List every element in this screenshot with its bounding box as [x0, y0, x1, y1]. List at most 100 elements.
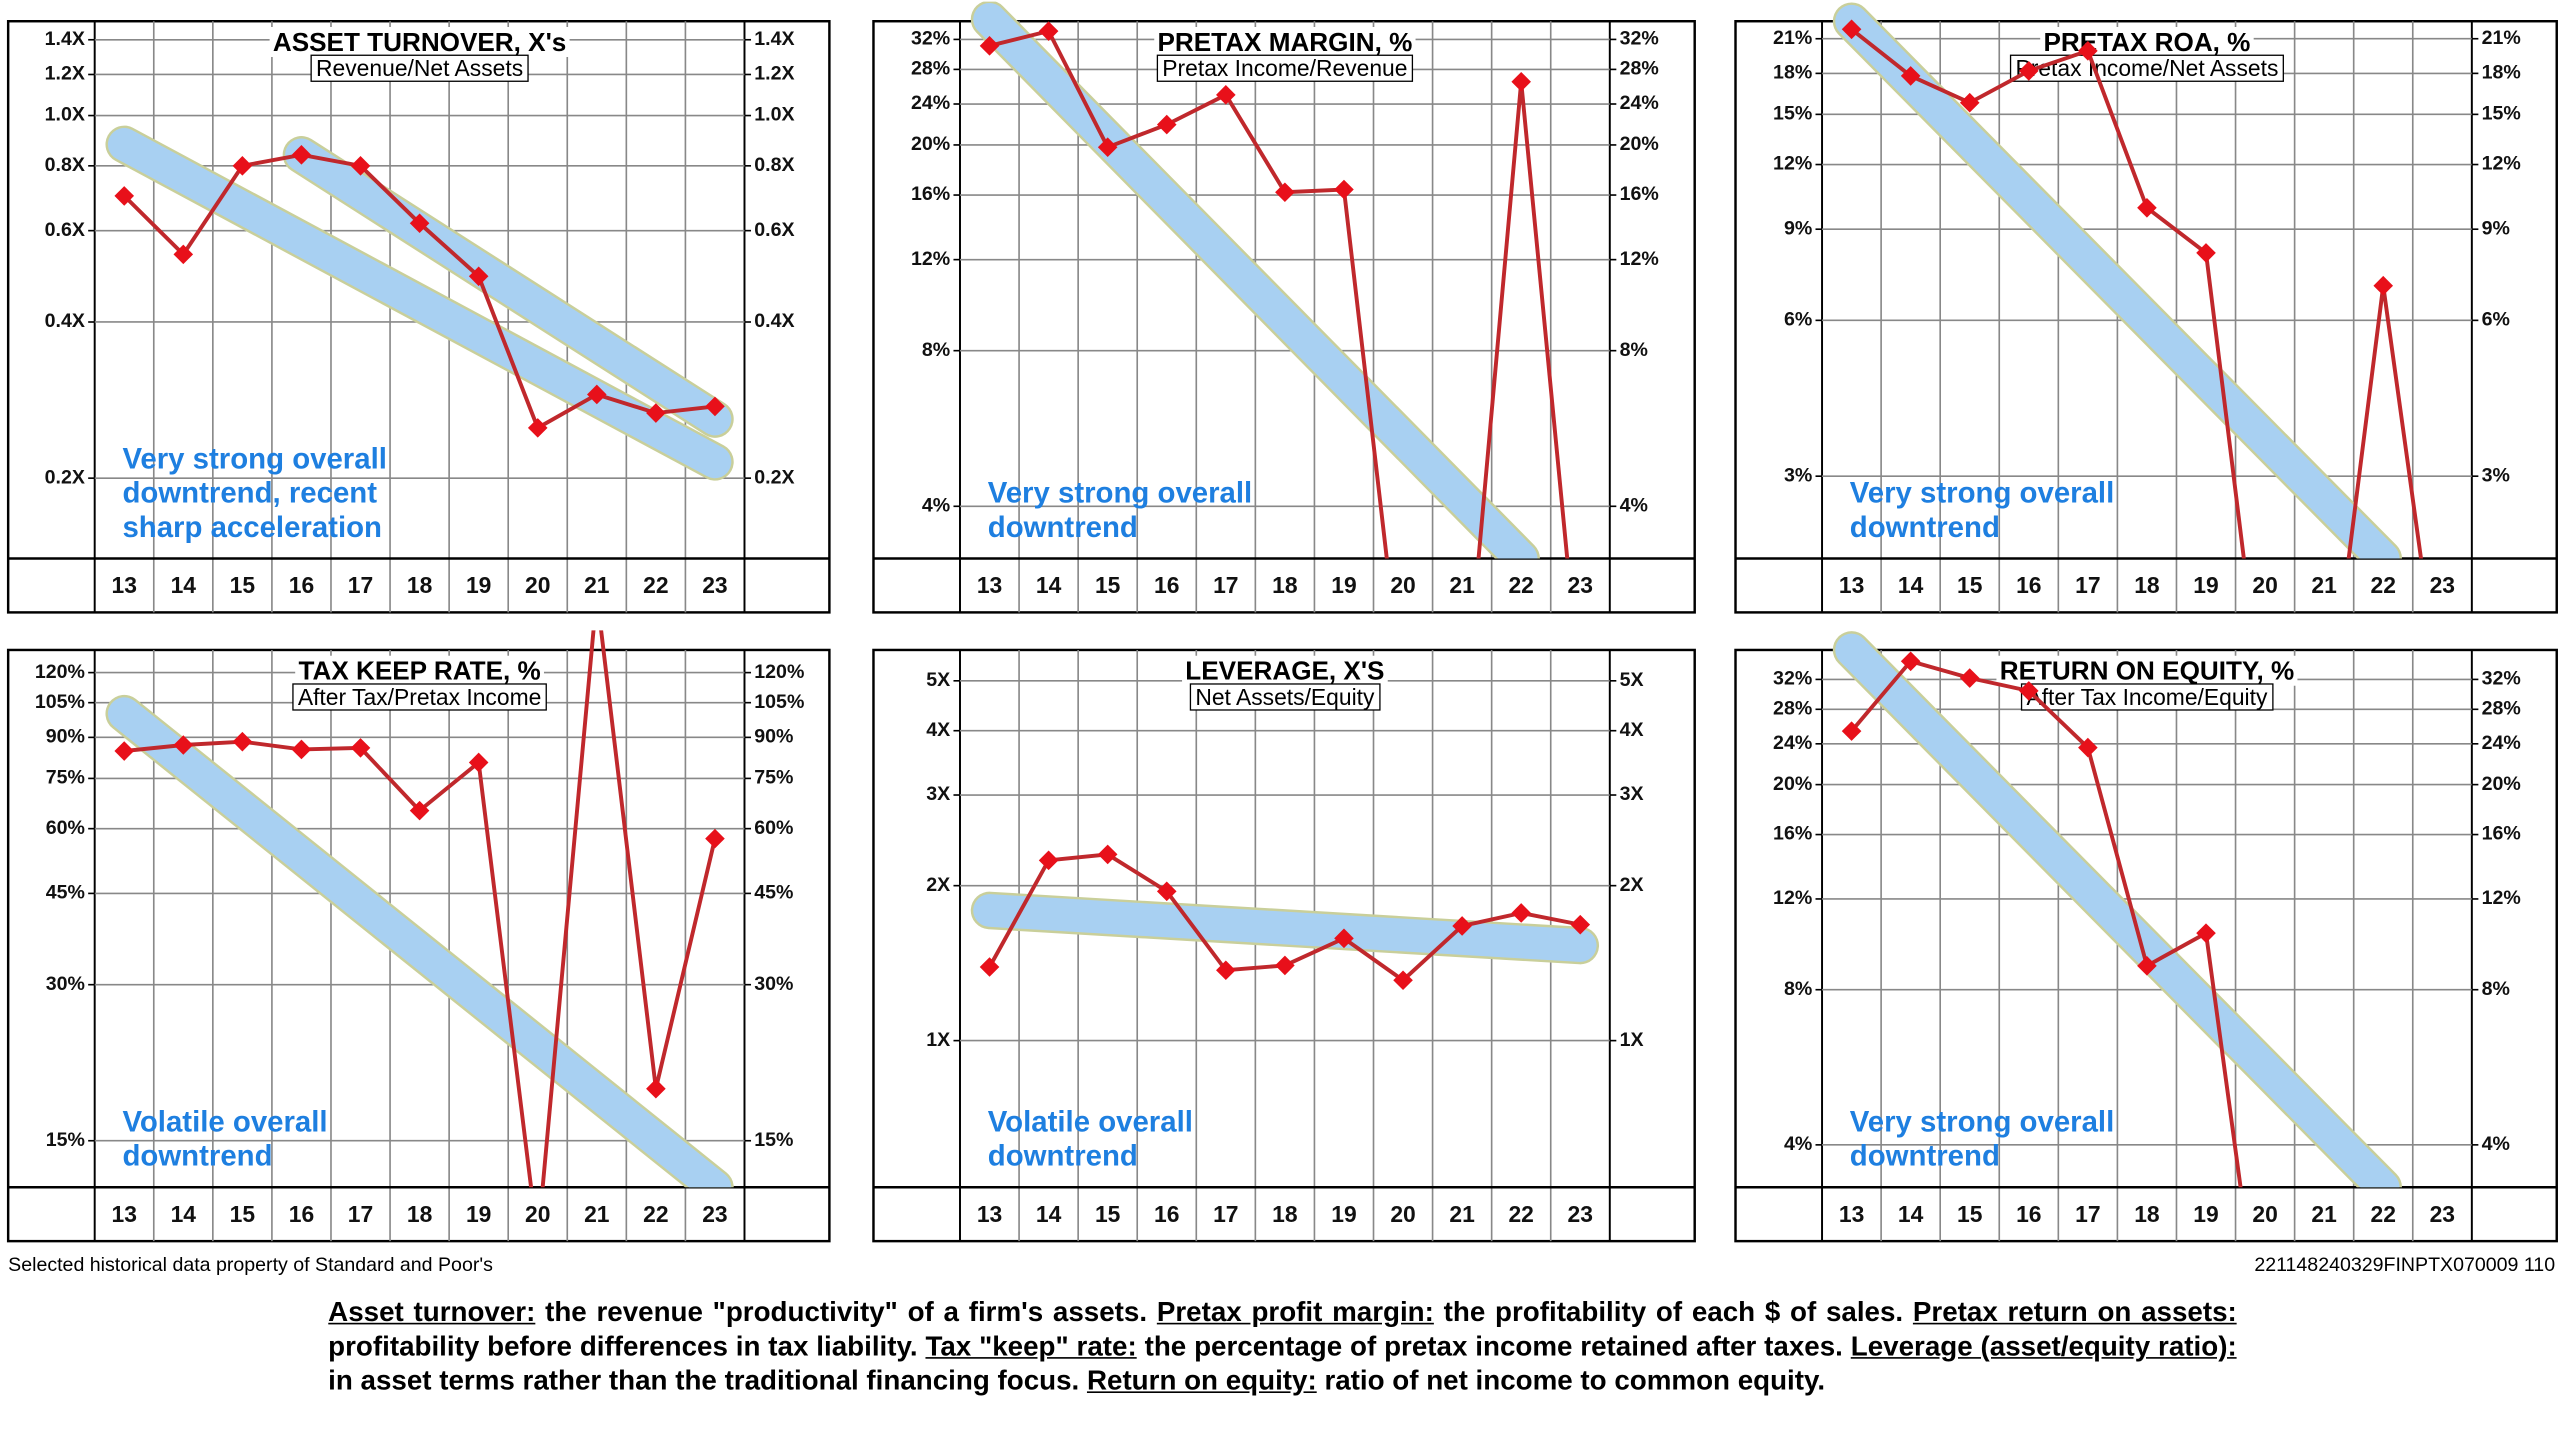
panel-subtitle: Pretax Income/Revenue [1162, 55, 1407, 81]
y2-tick-label: 12% [1620, 248, 1659, 270]
title-background [1154, 26, 1416, 58]
y-tick-label: 28% [1773, 697, 1812, 719]
x-tick-label: 21 [1449, 572, 1475, 598]
trend-band [1835, 4, 2400, 559]
y-tick-label: 20% [911, 133, 950, 155]
y2-tick-label: 2X [1620, 874, 1644, 896]
trend-band [107, 697, 732, 1188]
y-tick-label: 2X [926, 874, 950, 896]
x-tick-label: 18 [407, 572, 433, 598]
y2-tick-label: 32% [2482, 668, 2521, 690]
marker [2196, 923, 2216, 943]
marker [350, 156, 371, 176]
y-tick-label: 1.0X [45, 104, 85, 126]
y2-tick-label: 8% [2482, 978, 2510, 1000]
y-tick-label: 45% [46, 882, 85, 904]
y-tick-label: 75% [46, 767, 85, 789]
marker [232, 156, 253, 176]
marker [1900, 66, 1921, 86]
marker [1216, 960, 1236, 981]
marker [291, 145, 312, 165]
y-tick-label: 24% [1773, 732, 1812, 754]
x-tick-label: 16 [2016, 572, 2041, 598]
x-tick-label: 15 [230, 1201, 256, 1227]
term: Pretax profit margin: [1156, 1296, 1434, 1328]
y-tick-label: 1X [926, 1029, 950, 1051]
x-tick-label: 14 [1036, 1201, 1062, 1227]
y-tick-label: 32% [1773, 668, 1812, 690]
x-tick-label: 17 [348, 572, 373, 598]
y2-tick-label: 4% [2482, 1133, 2510, 1155]
term: Return on equity: [1086, 1365, 1317, 1397]
y-tick-label: 9% [1784, 217, 1812, 239]
y2-tick-label: 20% [2482, 773, 2521, 795]
panel-subtitle: After Tax Income/Equity [2026, 684, 2268, 710]
x-tick-label: 20 [2252, 572, 2277, 598]
x-tick-label: 15 [1957, 572, 1983, 598]
y2-tick-label: 28% [2482, 697, 2521, 719]
x-tick-label: 22 [643, 572, 668, 598]
definition: the revenue "productivity" of a firm's a… [545, 1296, 1148, 1328]
marker [1038, 850, 1059, 871]
marker [979, 957, 1000, 977]
term: Leverage (asset/equity ratio): [1850, 1330, 2237, 1362]
title-background [295, 655, 544, 686]
x-tick-label: 18 [2134, 572, 2160, 598]
y2-tick-label: 12% [2482, 887, 2521, 909]
annotation: downtrend [1850, 1140, 2000, 1173]
x-tick-label: 19 [2193, 572, 2218, 598]
y2-tick-label: 21% [2482, 27, 2521, 49]
y2-tick-label: 0.6X [754, 219, 794, 241]
y2-tick-label: 12% [2482, 153, 2521, 175]
marker [1334, 928, 1354, 949]
y-tick-label: 60% [46, 817, 85, 839]
x-tick-label: 16 [1154, 572, 1179, 598]
definition: the profitability of each $ of sales. [1443, 1296, 1904, 1328]
subtitle-box [2020, 683, 2274, 711]
x-tick-label: 13 [112, 1201, 137, 1227]
x-tick-label: 16 [1154, 1201, 1179, 1227]
marker [1393, 970, 1413, 991]
y-tick-label: 3% [1784, 464, 1812, 486]
marker [2078, 41, 2098, 61]
title-background [1996, 655, 2298, 686]
x-tick-label: 17 [348, 1201, 373, 1227]
glossary: Asset turnover: the revenue "productivit… [328, 1295, 2237, 1398]
x-tick-label: 21 [584, 1201, 610, 1227]
panel: 3% 3% 6% 6% 9% 9% 12% 12% 15% 15% 18% 18% 21% 21% 13 14… [1734, 2, 2558, 614]
y-tick-label: 18% [1773, 62, 1812, 84]
y-tick-label: 3X [926, 783, 950, 805]
source-note: Selected historical data property of Sta… [8, 1254, 493, 1276]
y2-tick-label: 3% [2482, 464, 2510, 486]
x-tick-label: 13 [977, 1201, 1002, 1227]
y2-tick-label: 3X [1620, 783, 1644, 805]
marker [114, 741, 135, 761]
x-tick-label: 16 [289, 572, 314, 598]
y-tick-label: 105% [35, 691, 85, 713]
y-tick-label: 0.6X [45, 219, 85, 241]
y-tick-label: 0.2X [45, 466, 85, 488]
marker [1841, 19, 1862, 40]
x-tick-label: 19 [1331, 572, 1356, 598]
panel-subtitle: Net Assets/Equity [1195, 684, 1375, 710]
x-tick-label: 23 [1568, 572, 1593, 598]
series-line [1850, 659, 2243, 1188]
y2-tick-label: 18% [2482, 62, 2521, 84]
definition: ratio of net income to common equity. [1324, 1365, 1826, 1397]
panel: 15% 15% 30% 30% 45% 45% 60% 60% 75% 75% 90% 90% 105%… [6, 630, 831, 1243]
marker [1900, 651, 1921, 672]
y-tick-label: 32% [911, 28, 950, 50]
y2-tick-label: 120% [754, 661, 804, 683]
marker [409, 213, 430, 234]
y2-tick-label: 24% [2482, 732, 2521, 754]
marker [979, 36, 1000, 56]
x-tick-label: 15 [230, 572, 256, 598]
term: Tax "keep" rate: [925, 1330, 1137, 1362]
y2-tick-label: 1.0X [754, 104, 794, 126]
x-tick-label: 22 [2371, 1201, 2396, 1227]
y2-tick-label: 32% [1620, 28, 1659, 50]
y2-tick-label: 0.8X [754, 154, 794, 176]
x-tick-label: 14 [171, 572, 197, 598]
y-tick-label: 16% [911, 183, 950, 205]
marker [350, 738, 371, 758]
